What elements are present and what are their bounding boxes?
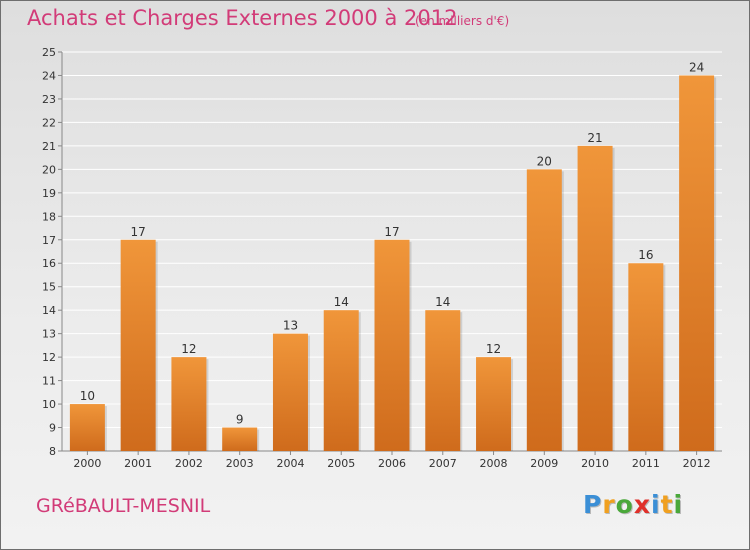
x-tick-label: 2000 xyxy=(73,457,101,470)
logo-letter: i xyxy=(673,490,684,519)
x-tick-label: 2004 xyxy=(276,457,304,470)
bar-value-label: 9 xyxy=(236,413,244,427)
bar-value-label: 10 xyxy=(80,389,95,403)
bar xyxy=(628,263,664,451)
bar xyxy=(171,357,207,451)
y-tick-label: 18 xyxy=(42,210,56,223)
x-tick-label: 2002 xyxy=(175,457,203,470)
x-tick-label: 2005 xyxy=(327,457,355,470)
logo-letter: t xyxy=(660,490,674,519)
place-name: GRéBAULT-MESNIL xyxy=(36,495,211,517)
logo-letter: o xyxy=(615,490,634,519)
bar-value-label: 24 xyxy=(689,60,704,74)
logo-letter: r xyxy=(602,490,616,519)
y-tick-label: 10 xyxy=(42,398,56,411)
bar xyxy=(120,239,156,451)
bar-value-label: 12 xyxy=(486,342,501,356)
x-tick-label: 2001 xyxy=(124,457,152,470)
x-tick-label: 2010 xyxy=(581,457,609,470)
bar xyxy=(577,145,613,451)
x-tick-label: 2006 xyxy=(378,457,406,470)
y-tick-label: 11 xyxy=(42,375,56,388)
y-tick-label: 8 xyxy=(49,445,56,458)
chart-title: Achats et Charges Externes 2000 à 2012 xyxy=(27,6,458,30)
y-tick-label: 14 xyxy=(42,304,56,317)
bar xyxy=(425,310,461,451)
bar xyxy=(272,333,308,451)
x-tick-label: 2003 xyxy=(226,457,254,470)
bar-value-label: 17 xyxy=(131,225,146,239)
y-tick-label: 9 xyxy=(49,422,56,435)
y-tick-label: 23 xyxy=(42,93,56,106)
y-tick-label: 17 xyxy=(42,234,56,247)
x-tick-label: 2008 xyxy=(480,457,508,470)
y-tick-label: 16 xyxy=(42,257,56,270)
bar xyxy=(679,75,715,452)
bar-value-label: 21 xyxy=(587,131,602,145)
bar xyxy=(526,169,562,451)
bar xyxy=(222,427,258,451)
y-tick-label: 25 xyxy=(42,46,56,59)
bar-value-label: 14 xyxy=(334,295,349,309)
bar-value-label: 14 xyxy=(435,295,450,309)
logo-letter: i xyxy=(651,490,661,519)
y-tick-label: 21 xyxy=(42,140,56,153)
bar xyxy=(69,404,105,451)
y-tick-label: 12 xyxy=(42,351,56,364)
bar-value-label: 12 xyxy=(181,342,196,356)
bar-value-label: 16 xyxy=(638,248,653,262)
bar xyxy=(476,357,512,451)
y-tick-label: 15 xyxy=(42,281,56,294)
y-tick-label: 22 xyxy=(42,116,56,129)
x-tick-label: 2009 xyxy=(530,457,558,470)
logo-letter: x xyxy=(633,490,651,519)
bar-value-label: 13 xyxy=(283,319,298,333)
x-tick-label: 2007 xyxy=(429,457,457,470)
proxiti-logo: Proxiti xyxy=(583,490,683,519)
bar-value-label: 20 xyxy=(537,154,552,168)
y-tick-label: 24 xyxy=(42,69,56,82)
bar xyxy=(374,239,410,451)
chart-subtitle: (en milliers d'€) xyxy=(415,14,510,28)
bar xyxy=(323,310,359,451)
x-tick-label: 2012 xyxy=(683,457,711,470)
y-tick-label: 19 xyxy=(42,187,56,200)
logo-letter: P xyxy=(583,490,603,519)
y-tick-label: 13 xyxy=(42,328,56,341)
x-tick-label: 2011 xyxy=(632,457,660,470)
y-tick-label: 20 xyxy=(42,163,56,176)
bar-value-label: 17 xyxy=(384,225,399,239)
